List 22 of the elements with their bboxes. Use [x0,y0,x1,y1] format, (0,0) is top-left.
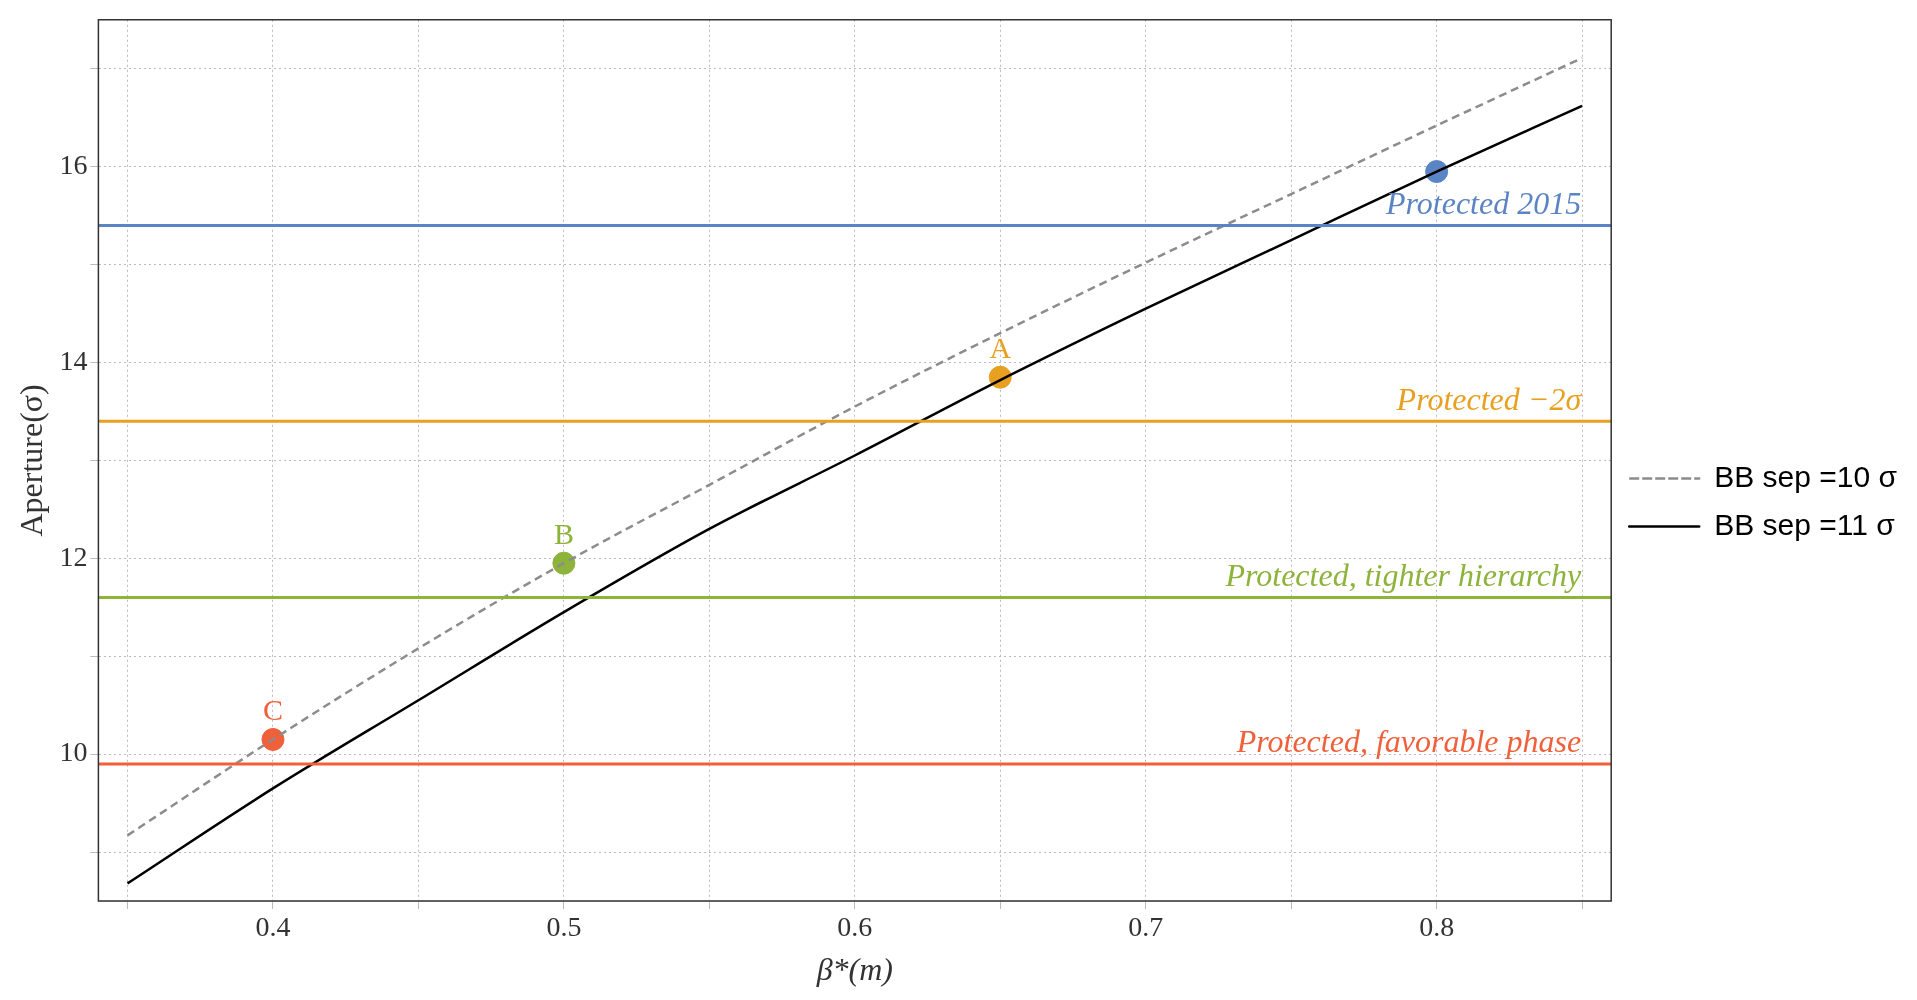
y-tick-label: 14 [59,344,88,376]
x-axis-title: β*(m) [815,951,893,988]
x-tick-label: 0.7 [1128,911,1164,943]
y-tick-label: 16 [59,149,88,181]
y-tick-label: 10 [59,736,88,768]
annotation: A [989,331,1012,365]
y-axis-title: Aperture(σ) [12,384,49,537]
annotation: C [262,693,283,727]
x-tick-label: 0.4 [255,911,291,943]
ref-line-label: Protected −2σ [1395,380,1583,417]
point [261,727,285,751]
y-tick-label: 12 [59,540,88,572]
ref-line-label: Protected, tighter hierarchy [1224,556,1582,593]
ref-line-label: Protected, favorable phase [1235,723,1582,760]
legend-label: BB sep =11 σ [1714,507,1896,541]
x-tick-label: 0.6 [837,911,873,943]
ref-line-label: Protected 2015 [1385,184,1582,221]
annotation: B [553,517,574,551]
x-tick-label: 0.5 [546,911,582,943]
point [552,551,576,575]
legend-label: BB sep =10 σ [1714,459,1898,493]
x-tick-label: 0.8 [1419,911,1455,943]
